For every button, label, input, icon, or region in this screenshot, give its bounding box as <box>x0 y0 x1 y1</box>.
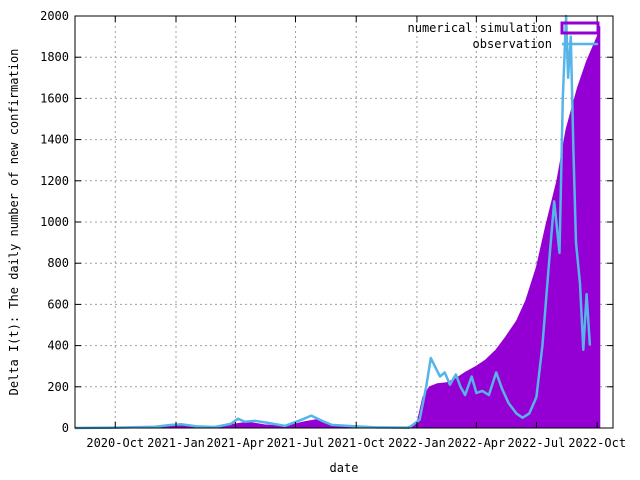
x-axis-label: date <box>330 461 359 475</box>
y-tick-label: 1400 <box>40 133 69 147</box>
x-tick-label: 2022-Jul <box>508 436 566 450</box>
x-tick-label: 2020-Oct <box>86 436 144 450</box>
y-tick-label: 1200 <box>40 174 69 188</box>
legend: numerical simulation observation <box>408 21 600 51</box>
x-axis: 2020-Oct 2021-Jan 2021-Apr 2021-Jul 2021-Oct… <box>86 16 626 450</box>
x-tick-label: 2022-Oct <box>568 436 626 450</box>
y-tick-label: 0 <box>62 421 69 435</box>
x-tick-label: 2022-Jan <box>388 436 446 450</box>
y-axis: 0 200 400 600 800 1000 1200 1400 1600 1800 2000 <box>40 9 613 435</box>
series-observation <box>74 14 592 430</box>
y-tick-label: 200 <box>47 380 69 394</box>
x-tick-label: 2021-Jul <box>267 436 325 450</box>
y-tick-label: 400 <box>47 339 69 353</box>
legend-label-observation: observation <box>473 37 552 51</box>
x-tick-label: 2022-Apr <box>447 436 505 450</box>
y-tick-label: 1600 <box>40 91 69 105</box>
legend-swatch-numerical-simulation <box>560 21 600 35</box>
x-tick-label: 2021-Oct <box>327 436 385 450</box>
x-tick-label: 2021-Jan <box>147 436 205 450</box>
y-tick-label: 1800 <box>40 50 69 64</box>
legend-label-numerical-simulation: numerical simulation <box>408 21 553 35</box>
y-tick-label: 2000 <box>40 9 69 23</box>
y-tick-label: 800 <box>47 256 69 270</box>
x-tick-label: 2021-Apr <box>207 436 265 450</box>
series-layer <box>74 14 601 430</box>
y-tick-label: 600 <box>47 297 69 311</box>
y-tick-label: 1000 <box>40 215 69 229</box>
y-axis-label: Delta I(t): The daily number of new conf… <box>7 49 21 396</box>
